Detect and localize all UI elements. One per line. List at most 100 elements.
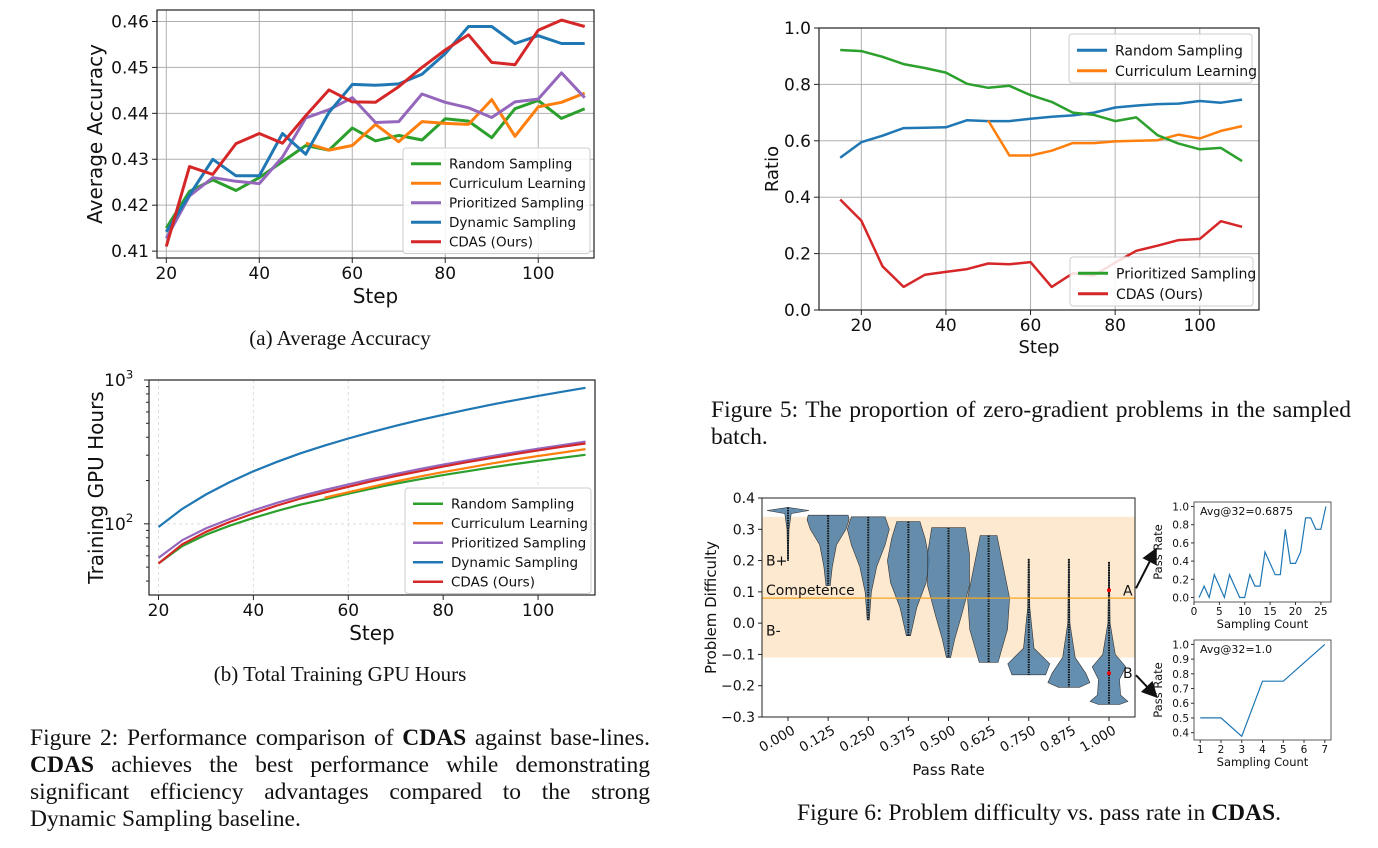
legend-label: Prioritized Sampling <box>1116 266 1256 282</box>
legend-box <box>404 487 592 594</box>
series-line-prioritized-sampling <box>157 440 586 559</box>
label-a: A <box>1123 583 1133 599</box>
y-tick-label: 0.9 <box>1172 654 1189 666</box>
x-tick-label: 5 <box>1280 744 1287 756</box>
figure-6-caption-text: Figure 6: Problem difficulty vs. pass ra… <box>797 800 1212 826</box>
y-tick-label: 1.0 <box>784 19 811 39</box>
label-b-minus: B- <box>766 623 781 639</box>
series-line-random-sampling <box>165 99 586 229</box>
violin-0.500 <box>927 527 970 658</box>
series-line-prioritized-sampling <box>840 48 1243 163</box>
inset-annotation: Avg@32=1.0 <box>1200 643 1272 656</box>
inset-frame <box>1193 501 1332 603</box>
x-tick-label: 60 <box>341 264 363 284</box>
legend-label: CDAS (Ours) <box>1116 287 1203 303</box>
x-tick-label: 100 <box>522 264 554 284</box>
legend-label: Dynamic Sampling <box>449 215 576 231</box>
label-competence: Competence <box>766 583 855 599</box>
point-b <box>1107 671 1111 676</box>
y-tick-label: −0.1 <box>721 647 755 663</box>
y-tick-label: 0.4 <box>784 188 811 208</box>
legend-label: Prioritized Sampling <box>449 196 584 212</box>
inset-x-label: Sampling Count <box>1217 755 1309 769</box>
chart-average-accuracy: 20 40 60 80 100 0.41 0.42 0.43 0.44 0.45 0.46 Step A… <box>83 9 595 308</box>
x-tick-label: 7 <box>1321 744 1328 756</box>
y-tick-label: 102 <box>104 511 133 535</box>
legend-label: Random Sampling <box>1115 43 1243 59</box>
x-tick-label: 15 <box>1263 606 1276 618</box>
caption-bold-term: CDAS <box>402 725 467 751</box>
figure-6-caption-bold: CDAS <box>1211 800 1276 826</box>
x-axis-label: Pass Rate <box>912 761 984 779</box>
y-tick-label: 0.42 <box>111 196 149 216</box>
inset-frame <box>1193 639 1332 741</box>
x-tick-label: 10 <box>1238 606 1251 618</box>
y-tick-label: 0.45 <box>111 58 149 78</box>
series-line-curriculum-learning <box>987 119 1243 157</box>
y-axis-label: Ratio <box>762 146 783 192</box>
legend-box <box>1068 33 1253 84</box>
x-tick-label: 25 <box>1314 606 1327 618</box>
x-tick-label: 100 <box>522 601 554 621</box>
y-tick-label: 0.2 <box>784 245 811 265</box>
x-tick-label: 5 <box>1216 606 1223 618</box>
label-b: B <box>1123 666 1133 682</box>
legend-label: Curriculum Learning <box>1115 64 1257 80</box>
x-tick-label: 4 <box>1259 744 1266 756</box>
series-line-curriculum-learning <box>305 91 586 152</box>
y-tick-label: 0.4 <box>1172 728 1189 740</box>
x-tick-label: 2 <box>1218 744 1225 756</box>
plot-frame <box>156 9 595 259</box>
y-tick-label: 103 <box>104 367 133 391</box>
figure-5-caption: Figure 5: The proportion of zero-gradien… <box>711 397 1351 450</box>
x-tick-label: 0.375 <box>877 723 918 756</box>
series-line-prioritized-sampling <box>164 71 586 240</box>
y-tick-label: 0.6 <box>1172 698 1189 710</box>
figure-2-caption: Figure 2: Performance comparison of CDAS… <box>30 725 650 833</box>
caption-text: achieves the best performance while demo… <box>30 752 650 832</box>
legend-label: Curriculum Learning <box>449 176 586 192</box>
inset-line <box>1200 643 1326 738</box>
x-tick-label: 80 <box>1104 316 1126 336</box>
series-line-cdas-ours- <box>164 18 586 247</box>
y-tick-label: 0.46 <box>111 12 149 32</box>
x-tick-label: 40 <box>935 316 957 336</box>
y-tick-label: 0.0 <box>784 301 811 321</box>
x-tick-label: 60 <box>1020 316 1042 336</box>
x-tick-label: 80 <box>434 264 456 284</box>
legend-label: CDAS (Ours) <box>449 235 533 251</box>
x-tick-label: 6 <box>1301 744 1308 756</box>
legend-label: CDAS (Ours) <box>451 575 535 591</box>
subcaption-b: (b) Total Training GPU Hours <box>213 662 467 686</box>
inset-y-label: Pass Rate <box>1151 524 1165 579</box>
y-tick-label: 0.5 <box>1172 713 1189 725</box>
x-tick-label: 0.125 <box>797 723 838 756</box>
x-tick-label: 40 <box>243 601 265 621</box>
x-tick-label: 0.875 <box>1037 723 1078 756</box>
y-tick-label: 0.41 <box>111 242 149 262</box>
series-line-random-sampling <box>157 453 586 565</box>
inset-annotation: Avg@32=0.6875 <box>1200 505 1293 518</box>
x-tick-label: 1.000 <box>1078 723 1119 756</box>
x-axis-label: Step <box>353 284 399 308</box>
x-tick-label: 0.750 <box>997 723 1038 756</box>
label-b-plus: B+ <box>766 554 787 570</box>
series-line-dynamic-sampling <box>165 25 585 233</box>
y-tick-label: 0.43 <box>111 150 149 170</box>
y-tick-label: 0.2 <box>733 554 755 570</box>
y-tick-label: 0.4 <box>1172 556 1189 568</box>
y-tick-label: 0.44 <box>111 104 149 124</box>
figure-6-caption-end: . <box>1275 800 1281 826</box>
x-tick-label: 20 <box>850 316 872 336</box>
legend-label: Random Sampling <box>449 157 572 173</box>
y-axis-label: Training GPU Hours <box>84 391 108 584</box>
point-a <box>1107 588 1111 593</box>
series-line-cdas-ours- <box>839 198 1243 289</box>
figure-6-caption: Figure 6: Problem difficulty vs. pass ra… <box>700 800 1378 827</box>
legend-label: Random Sampling <box>451 497 574 513</box>
inset-x-label: Sampling Count <box>1217 617 1309 631</box>
x-tick-label: 60 <box>337 601 359 621</box>
x-tick-label: 0.500 <box>917 723 958 756</box>
y-tick-label: 1.0 <box>1172 502 1189 514</box>
x-axis-label: Step <box>1019 337 1060 358</box>
